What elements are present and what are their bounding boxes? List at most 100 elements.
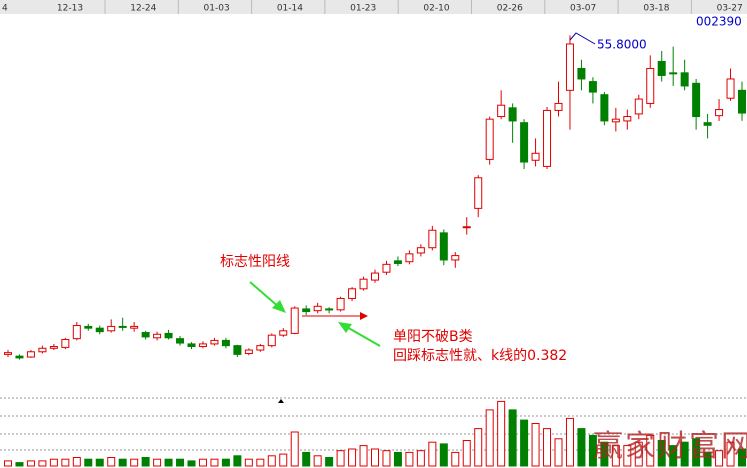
candle-body [623,116,632,122]
candle-body [543,109,552,167]
volume-bar [107,457,116,467]
date-label: 03-07 [570,4,596,14]
volume-bar [256,458,265,467]
candle-body [38,347,47,353]
candle-body [485,118,494,160]
volume-bar [382,450,391,467]
arrows [249,281,381,347]
candle-body [164,332,173,339]
volume-bar [439,443,448,467]
support-line [302,312,368,320]
candle-body [439,232,448,261]
volume-bar [669,445,678,467]
candle-body [313,305,322,312]
volume-bar [588,434,597,467]
volume-bar [210,458,219,467]
volume-bar [508,409,517,467]
date-label: 12-13 [57,4,83,14]
volume-bar [267,455,276,467]
candle-body [302,308,311,313]
volume-bar [497,400,506,467]
volume-bar [38,460,47,467]
date-label: 03-27 [717,4,743,14]
volume-bar [738,448,746,467]
candle-body [15,355,24,359]
date-label: 4 [2,4,8,14]
candle-body [26,351,35,358]
candle-body [84,325,93,329]
volume-bar [531,423,540,467]
volume-bar [49,458,58,467]
volume-bar [221,458,230,467]
volume-bar [153,458,162,467]
candle-body [462,226,471,229]
volume-bar [565,417,574,467]
candle-body [210,339,219,345]
volume-bar [118,458,127,467]
candle-body [198,343,207,348]
volume-bar [313,455,322,467]
volume-bar [72,457,81,467]
candle-body [187,343,196,348]
volume-bar [416,450,425,467]
date-label: 01-03 [204,4,230,14]
candle-body [520,122,529,163]
volume-bar [428,441,437,467]
candle-body [474,177,483,209]
volume-bar [485,409,494,467]
volume-bar [692,438,701,467]
annotation: 单阳不破B类 [393,329,473,345]
volume-bar [451,451,460,467]
candle-body [290,307,299,334]
candle-body [577,67,586,80]
volume-bar [15,462,24,467]
volume-bar [611,445,620,467]
volume-bar [84,458,93,467]
candle-body [657,60,666,76]
candle-body [416,247,425,254]
date-label: 12-24 [130,4,156,14]
volume-bar [600,441,609,467]
candle-body [600,94,609,122]
candle-body [371,272,379,281]
volume-bar [4,460,12,467]
candle-body [130,325,139,329]
volume-bar [646,434,655,467]
date-label: 02-10 [423,4,449,14]
volume-bar [680,441,689,467]
candle-body [244,349,253,355]
candle-body [382,263,391,273]
volume-bar [726,441,735,467]
volume-bar [302,451,311,467]
volume-bar [176,458,185,467]
candle-body [451,255,460,261]
annotation: 回踩标志性就、k线的0.382 [393,348,567,364]
volume-bar [95,458,104,467]
volume-bar [164,458,173,467]
volume-bar [336,450,345,467]
candle-body [554,102,563,111]
candle-body [267,334,276,347]
candles [4,35,746,467]
volume-bar [715,450,724,467]
volume-bar [623,445,632,467]
candle-body [95,327,104,333]
volume-bar [130,458,139,467]
candle-body [336,297,345,311]
volume-bar [462,440,471,467]
candle-body [692,82,701,118]
candle-body [233,345,242,355]
volume-bar [474,428,483,467]
candle-body [221,339,230,347]
volume-bar [61,458,70,467]
volume-bar [371,448,379,467]
candle-body [497,104,506,118]
candle-body [703,122,712,126]
volume-bar [279,453,288,467]
watermark: 赢家财富网 [593,429,747,464]
volume-bar [187,460,196,467]
volume-bar [359,445,368,467]
volume-bar [543,428,552,467]
candle-body [669,72,678,75]
